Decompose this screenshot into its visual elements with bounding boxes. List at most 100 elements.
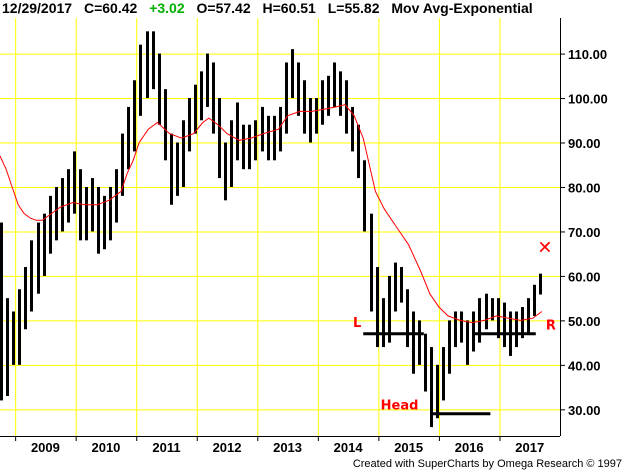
- price-bar: [248, 124, 251, 170]
- header-change: +3.02: [149, 0, 185, 16]
- price-bar: [170, 133, 173, 205]
- price-bar: [351, 106, 354, 152]
- price-bar: [363, 160, 366, 232]
- price-bar: [370, 213, 373, 312]
- price-bar: [454, 311, 457, 348]
- price-bar: [194, 84, 197, 134]
- price-bar: [267, 115, 270, 161]
- price-bar: [521, 307, 524, 339]
- price-bar: [303, 80, 306, 134]
- price-bar: [394, 262, 397, 312]
- y-tick-label: 30.00: [568, 403, 601, 418]
- price-bar: [206, 53, 209, 107]
- footer-credit: Created with SuperCharts by Omega Resear…: [352, 458, 622, 470]
- price-bar: [133, 80, 136, 152]
- x-tick-label: 2016: [455, 440, 484, 455]
- annotation-marker: ✕: [537, 238, 552, 259]
- price-bar: [55, 186, 58, 241]
- price-bar: [67, 169, 70, 223]
- price-bar: [73, 151, 76, 214]
- y-tick-label: 90.00: [568, 136, 601, 151]
- header-date: 12/29/2017: [2, 0, 73, 16]
- price-bar: [212, 62, 215, 134]
- chart-header: 12/29/2017 C=60.42 +3.02 O=57.42 H=60.51…: [2, 0, 541, 16]
- x-tick-label: 2014: [334, 440, 364, 455]
- price-bar: [254, 120, 257, 161]
- y-tick-label: 40.00: [568, 358, 601, 373]
- price-bar: [236, 102, 239, 161]
- price-bar: [152, 31, 155, 90]
- price-bar: [382, 298, 385, 348]
- price-bar: [79, 169, 82, 241]
- y-tick-label: 100.00: [568, 92, 608, 107]
- price-bar: [242, 124, 245, 170]
- price-bar: [146, 31, 149, 99]
- price-bar: [158, 53, 161, 125]
- x-tick-label: 2010: [91, 440, 120, 455]
- price-bar: [430, 347, 433, 428]
- price-bar: [200, 71, 203, 121]
- price-bar: [18, 289, 21, 365]
- y-tick-label: 110.00: [568, 47, 607, 62]
- price-bar: [539, 273, 542, 295]
- price-bar: [497, 298, 500, 339]
- y-tick-label: 80.00: [568, 180, 601, 195]
- price-bar: [327, 75, 330, 116]
- price-bar: [515, 311, 518, 348]
- price-bar: [357, 124, 360, 179]
- price-bar: [388, 275, 391, 343]
- price-bar: [442, 347, 445, 401]
- header-indicator: Mov Avg-Exponential: [391, 0, 533, 16]
- price-bar: [478, 298, 481, 343]
- price-bar: [533, 284, 536, 316]
- price-bar: [97, 186, 100, 254]
- price-bar: [261, 106, 264, 152]
- price-bar: [6, 298, 9, 396]
- x-tick-label: 2017: [515, 440, 544, 455]
- price-bar: [315, 98, 318, 134]
- header-open: O=57.42: [196, 0, 251, 16]
- price-bar: [230, 120, 233, 187]
- x-tick-label: 2015: [394, 440, 423, 455]
- price-bar: [164, 89, 167, 161]
- price-bar: [61, 178, 64, 232]
- annotation-right-shoulder: R: [546, 318, 556, 333]
- price-bar: [285, 62, 288, 134]
- price-bar: [321, 80, 324, 125]
- x-tick-label: 2009: [31, 440, 60, 455]
- x-tick-label: 2013: [273, 440, 302, 455]
- price-bar: [412, 311, 415, 374]
- price-bar: [291, 49, 294, 99]
- x-tick-label: 2011: [152, 440, 180, 455]
- price-bar: [527, 298, 530, 334]
- price-bar: [0, 222, 3, 401]
- price-bar: [339, 71, 342, 116]
- price-bar: [121, 133, 124, 196]
- price-bar: [400, 267, 403, 303]
- y-tick-label: 60.00: [568, 269, 601, 284]
- price-bar: [224, 142, 227, 201]
- price-bar: [466, 320, 469, 365]
- price-bar: [85, 186, 88, 241]
- price-bar: [333, 62, 336, 107]
- price-bar: [12, 311, 15, 365]
- price-bar: [279, 106, 282, 152]
- y-tick-label: 50.00: [568, 314, 601, 329]
- price-bar: [424, 333, 427, 392]
- price-bar: [460, 311, 463, 343]
- price-bar: [485, 293, 488, 330]
- price-bar: [49, 195, 52, 254]
- price-bar: [37, 222, 40, 294]
- annotation-left-shoulder: L: [353, 316, 361, 331]
- price-bar: [448, 320, 451, 374]
- x-tick-label: 2012: [213, 440, 242, 455]
- price-bar: [491, 298, 494, 321]
- price-bar: [43, 213, 46, 276]
- moving-average-line: [0, 104, 543, 324]
- price-bar: [139, 44, 142, 116]
- price-bar: [218, 98, 221, 179]
- header-high: H=60.51: [262, 0, 316, 16]
- price-bar: [182, 120, 185, 187]
- price-bar: [376, 267, 379, 348]
